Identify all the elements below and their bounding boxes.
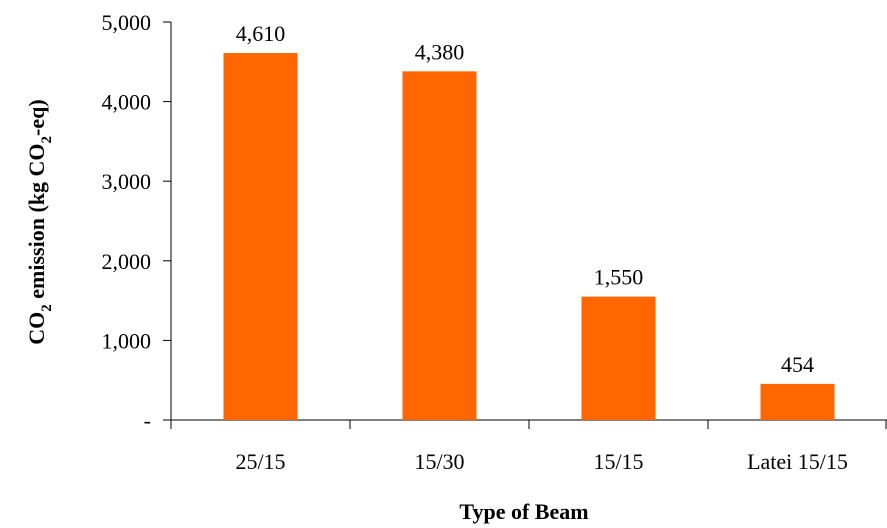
bar [581, 296, 656, 420]
y-axis-title: CO2 emission (kg CO2-eq) [24, 99, 55, 344]
bar [760, 383, 835, 420]
y-tick-label: 3,000 [102, 169, 152, 194]
x-tick-label: 15/15 [593, 449, 643, 474]
data-label: 4,610 [236, 21, 286, 46]
data-label: 4,380 [415, 39, 465, 64]
y-tick-label: 5,000 [102, 10, 152, 35]
y-tick-label: 2,000 [102, 249, 152, 274]
bar [402, 71, 477, 421]
data-labels: 4,610 4,380 1,550 454 [236, 21, 814, 377]
bar [223, 53, 298, 420]
y-tick-label: 4,000 [102, 90, 152, 115]
x-axis-title: Type of Beam [459, 499, 588, 524]
x-tick-label: 15/30 [414, 449, 464, 474]
y-tick-label: 1,000 [102, 328, 152, 353]
y-tick-label: - [144, 408, 151, 433]
x-tick-label: Latei 15/15 [747, 449, 848, 474]
x-tick-label: 25/15 [235, 449, 285, 474]
y-axis: - 1,000 2,000 3,000 4,000 5,000 [102, 10, 172, 433]
bars [223, 53, 835, 421]
data-label: 454 [781, 352, 814, 377]
data-label: 1,550 [594, 265, 644, 290]
x-axis: 25/15 15/30 15/15 Latei 15/15 [170, 419, 887, 474]
